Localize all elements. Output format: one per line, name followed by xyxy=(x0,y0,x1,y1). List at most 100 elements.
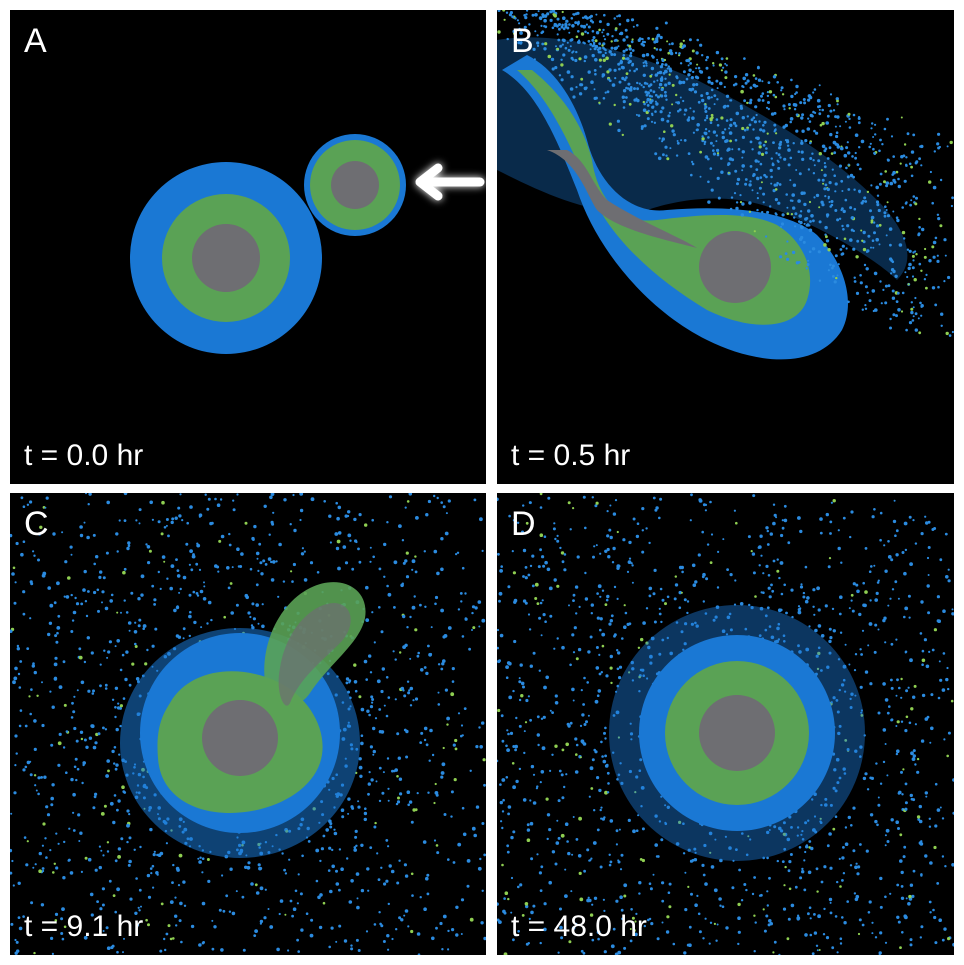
debris-particle xyxy=(778,826,782,831)
debris-particle xyxy=(447,858,450,861)
debris-particle xyxy=(688,68,692,72)
debris-particle xyxy=(618,676,622,680)
debris-particle xyxy=(617,651,621,655)
debris-particle xyxy=(818,108,821,111)
debris-particle xyxy=(658,652,662,656)
debris-particle xyxy=(650,636,655,641)
debris-particle xyxy=(874,123,877,126)
debris-particle xyxy=(870,565,873,568)
debris-particle xyxy=(598,42,602,46)
debris-particle xyxy=(366,867,370,871)
debris-particle xyxy=(846,900,849,903)
debris-particle xyxy=(900,885,904,888)
debris-particle xyxy=(455,553,458,556)
debris-particle xyxy=(869,813,874,817)
debris-particle xyxy=(145,543,148,546)
debris-particle xyxy=(538,669,541,672)
debris-particle xyxy=(860,714,864,717)
debris-particle xyxy=(378,799,382,803)
debris-particle xyxy=(83,935,88,940)
debris-particle xyxy=(851,216,854,220)
debris-particle xyxy=(775,639,779,644)
debris-particle xyxy=(872,136,875,138)
debris-particle xyxy=(786,144,790,147)
debris-particle xyxy=(630,738,633,741)
debris-particle xyxy=(580,32,585,36)
debris-particle xyxy=(772,521,776,526)
debris-particle xyxy=(481,822,485,825)
debris-particle xyxy=(446,716,450,721)
debris-particle xyxy=(79,533,84,538)
debris-particle xyxy=(766,830,770,835)
debris-particle xyxy=(159,851,164,856)
debris-particle xyxy=(300,552,305,556)
debris-particle xyxy=(844,198,848,202)
debris-particle xyxy=(692,583,697,587)
debris-particle xyxy=(580,689,583,692)
debris-particle xyxy=(227,586,231,590)
debris-particle xyxy=(844,739,848,742)
debris-particle xyxy=(753,120,757,124)
debris-particle xyxy=(673,597,677,601)
debris-particle xyxy=(674,51,678,55)
debris-particle xyxy=(788,815,792,819)
debris-particle xyxy=(941,938,945,942)
debris-particle xyxy=(867,911,871,914)
debris-particle xyxy=(602,759,607,764)
debris-particle xyxy=(531,554,535,558)
debris-particle xyxy=(547,496,551,500)
debris-particle xyxy=(680,630,684,634)
debris-particle xyxy=(871,515,875,519)
debris-particle xyxy=(912,695,916,699)
debris-particle xyxy=(675,101,678,104)
debris-particle xyxy=(124,677,128,682)
debris-particle xyxy=(232,508,236,512)
debris-particle xyxy=(65,730,69,733)
debris-particle xyxy=(854,749,858,753)
debris-particle xyxy=(909,562,913,566)
debris-particle xyxy=(768,829,771,831)
debris-particle xyxy=(719,81,723,86)
debris-particle xyxy=(639,858,643,861)
debris-particle xyxy=(436,496,439,500)
debris-particle xyxy=(689,107,692,110)
debris-particle xyxy=(398,777,403,781)
debris-particle xyxy=(62,746,66,749)
debris-particle xyxy=(804,139,808,143)
debris-particle xyxy=(744,81,748,85)
debris-particle xyxy=(328,846,332,850)
debris-particle xyxy=(649,661,653,665)
debris-particle xyxy=(882,728,887,732)
debris-particle xyxy=(744,182,748,186)
debris-particle xyxy=(910,199,913,202)
debris-particle xyxy=(921,658,926,663)
debris-particle xyxy=(594,58,598,62)
debris-particle xyxy=(729,628,733,632)
debris-particle xyxy=(701,530,704,534)
debris-particle xyxy=(230,611,234,615)
debris-particle xyxy=(434,782,437,786)
debris-particle xyxy=(597,584,602,589)
debris-particle xyxy=(228,543,232,547)
debris-particle xyxy=(829,532,832,535)
debris-particle xyxy=(715,939,718,942)
debris-particle xyxy=(404,506,407,509)
debris-particle xyxy=(807,819,810,822)
debris-particle xyxy=(664,69,668,74)
debris-particle xyxy=(851,609,855,613)
debris-particle xyxy=(622,89,627,93)
debris-particle xyxy=(354,835,358,839)
debris-particle xyxy=(740,213,744,217)
debris-particle xyxy=(647,918,650,922)
debris-particle xyxy=(708,942,711,945)
debris-particle xyxy=(350,944,353,947)
debris-particle xyxy=(886,214,891,218)
debris-particle xyxy=(402,561,406,565)
debris-particle xyxy=(864,772,868,776)
debris-particle xyxy=(829,911,833,915)
debris-particle xyxy=(741,135,745,139)
debris-particle xyxy=(546,837,549,841)
debris-particle xyxy=(628,44,632,48)
debris-particle xyxy=(172,937,175,940)
debris-particle xyxy=(135,877,138,880)
